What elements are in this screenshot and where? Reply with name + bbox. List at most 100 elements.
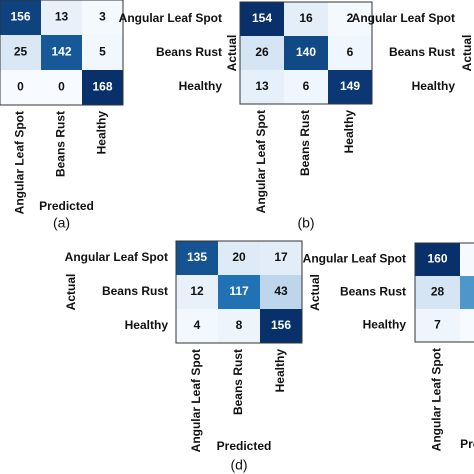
heatmap-cell [218, 309, 260, 343]
cell-value: 0 [58, 80, 65, 94]
x-axis-label: Predicted [460, 437, 474, 451]
heatmap-cell [240, 2, 284, 36]
heatmap-cell [82, 0, 123, 35]
cell-value: 156 [271, 318, 291, 332]
heatmap-cell [328, 70, 372, 104]
heatmap-cell [328, 2, 372, 36]
heatmap-cell [218, 275, 260, 309]
row-label: Angular Leaf Spot [352, 11, 455, 25]
heatmap-cell [41, 70, 82, 105]
column-label: Angular Leaf Spot [254, 110, 268, 213]
heatmap-cell [284, 70, 328, 104]
cell-value: 13 [55, 10, 69, 24]
column-label: Healthy [95, 111, 109, 155]
cell-value: 0 [17, 80, 24, 94]
row-label: Healthy [412, 79, 456, 93]
matrix-border [239, 1, 373, 105]
heatmap-cell [176, 275, 218, 309]
panel-caption: (b) [297, 215, 314, 231]
cell-value: 6 [347, 45, 354, 59]
matrix-border [414, 242, 474, 343]
heatmap-cell [82, 35, 123, 70]
row-label: Beans Rust [102, 284, 168, 298]
heatmap-cell [41, 35, 82, 70]
heatmap-cell [284, 2, 328, 36]
cell-value: 3 [99, 10, 106, 24]
cell-value: 5 [99, 45, 106, 59]
cell-value: 26 [255, 45, 269, 59]
y-axis-label: Actual [225, 35, 239, 72]
cell-value: 20 [232, 250, 246, 264]
cell-value: 25 [14, 45, 28, 59]
cell-value: 13 [255, 79, 269, 93]
row-label: Angular Leaf Spot [119, 11, 222, 25]
cell-value: 43 [274, 284, 288, 298]
cell-value: 12 [190, 284, 204, 298]
row-label: Beans Rust [156, 45, 222, 59]
heatmap-cell [260, 309, 302, 343]
matrix-border [0, 0, 124, 106]
panel-caption: (a) [53, 215, 70, 231]
column-label: Angular Leaf Spot [430, 348, 444, 451]
row-label: Healthy [363, 318, 407, 332]
x-axis-label: Predicted [217, 439, 272, 453]
heatmap-cell [328, 36, 372, 70]
heatmap-cell [0, 35, 41, 70]
x-axis-label: Predicted [39, 199, 94, 213]
row-label: Healthy [125, 318, 169, 332]
heatmap-cell [0, 0, 41, 35]
cell-value: 16 [299, 11, 313, 25]
column-label: Beans Rust [298, 110, 312, 176]
cell-value: 160 [427, 252, 447, 266]
cell-value: 7 [434, 318, 441, 332]
y-axis-label: Actual [64, 274, 78, 311]
row-label: Healthy [179, 79, 223, 93]
y-axis-label: Actual [308, 274, 322, 311]
cell-value: 28 [431, 285, 445, 299]
heatmap-cell [176, 309, 218, 343]
column-label: Angular Leaf Spot [13, 111, 27, 214]
heatmap-cell [284, 36, 328, 70]
column-label: Angular Leaf Spot [189, 349, 203, 452]
cell-value: 8 [236, 318, 243, 332]
heatmap-cell [415, 309, 460, 342]
heatmap-cell [460, 276, 474, 309]
heatmap-cell [415, 276, 460, 309]
cell-value: 4 [194, 318, 201, 332]
column-label: Healthy [342, 110, 356, 154]
column-label: Beans Rust [54, 111, 68, 177]
heatmap-cell [240, 36, 284, 70]
heatmap-cell [82, 70, 123, 105]
heatmap-cell [460, 309, 474, 342]
row-label: Beans Rust [389, 45, 455, 59]
cell-value: 6 [303, 79, 310, 93]
column-label: Beans Rust [231, 349, 245, 415]
heatmap-cell [240, 70, 284, 104]
heatmap-cell [41, 0, 82, 35]
y-axis-label: Actual [460, 35, 474, 72]
column-label: Healthy [273, 349, 287, 393]
cell-value: 117 [229, 284, 249, 298]
cell-value: 2 [347, 11, 354, 25]
cell-value: 135 [187, 250, 207, 264]
panel-caption: (d) [230, 457, 247, 473]
row-label: Beans Rust [340, 285, 406, 299]
cell-value: 149 [340, 79, 360, 93]
cell-value: 17 [274, 250, 288, 264]
cell-value: 156 [10, 10, 30, 24]
heatmap-cell [0, 70, 41, 105]
heatmap-cell [176, 241, 218, 275]
cell-value: 154 [252, 11, 272, 25]
cell-value: 140 [296, 45, 316, 59]
heatmap-cell [260, 275, 302, 309]
heatmap-cell [415, 243, 460, 276]
matrix-border [175, 240, 303, 344]
heatmap-cell [260, 241, 302, 275]
heatmap-cell [218, 241, 260, 275]
row-label: Angular Leaf Spot [303, 252, 406, 266]
cell-value: 168 [92, 80, 112, 94]
cell-value: 142 [51, 45, 71, 59]
heatmap-cell [460, 243, 474, 276]
